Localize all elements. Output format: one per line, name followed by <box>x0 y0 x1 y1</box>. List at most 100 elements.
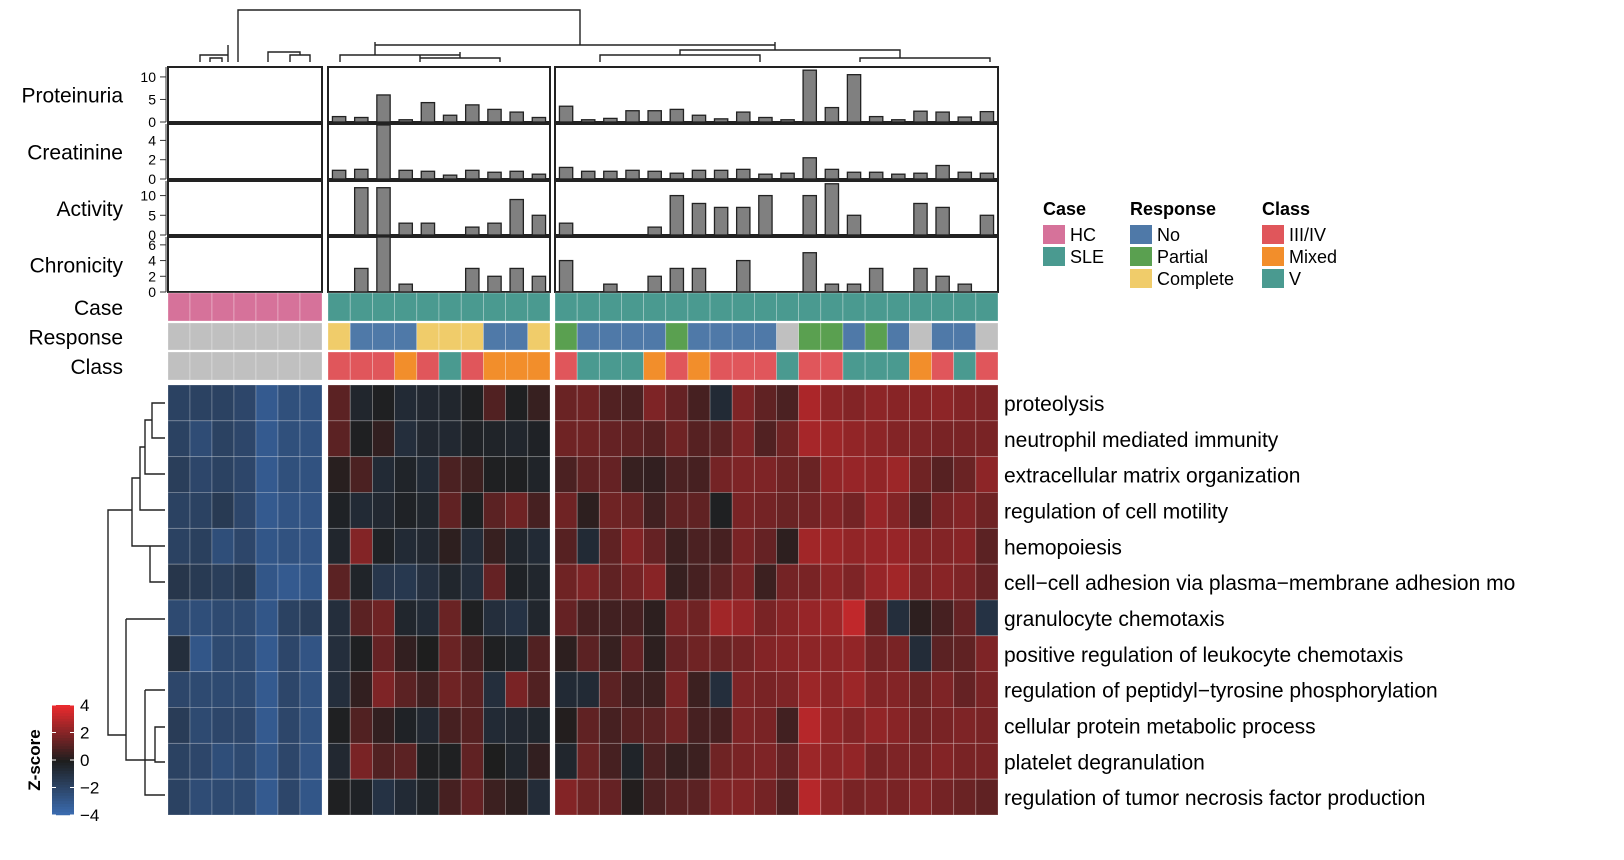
heatmap-cell <box>277 456 301 493</box>
bar-creatinine <box>979 172 995 180</box>
heatmap-cell <box>416 742 440 780</box>
colorbar-segment <box>52 776 74 780</box>
heatmap-cell <box>798 671 822 708</box>
bar-creatinine <box>580 170 596 180</box>
heatmap-cell <box>931 707 955 744</box>
heatmap-cell <box>482 492 506 529</box>
heatmap-cell <box>886 527 910 565</box>
bar-activity <box>735 206 751 236</box>
heatmap-cell <box>731 563 755 601</box>
heatmap-cell <box>277 420 301 458</box>
heatmap-cell <box>505 671 529 708</box>
heatmap-cell <box>798 384 822 422</box>
heatmap-cell <box>753 742 777 780</box>
track-label: Creatinine <box>27 142 123 165</box>
heatmap-cell <box>731 384 755 422</box>
heatmap-cell <box>371 492 395 529</box>
annotation-cell-response <box>709 322 733 351</box>
legend-item-label: No <box>1157 225 1180 245</box>
annotation-cell-case <box>687 292 711 322</box>
heatmap-cell <box>527 635 551 673</box>
row-label: positive regulation of leukocyte chemota… <box>1004 644 1403 667</box>
colorbar-segment <box>52 795 74 799</box>
heatmap-cell <box>416 563 440 601</box>
heatmap-cell <box>665 778 689 816</box>
annotation-cell-response <box>931 322 955 351</box>
colorbar-segment <box>52 718 74 722</box>
heatmap-cell <box>299 492 323 529</box>
bar-proteinuria <box>647 110 662 123</box>
heatmap-cell <box>189 563 213 601</box>
track-panel-border <box>167 236 323 293</box>
heatmap-cell <box>975 778 999 816</box>
heatmap-cell <box>277 707 301 744</box>
heatmap-cell <box>975 384 999 422</box>
heatmap-cell <box>167 671 191 708</box>
heatmap-cell <box>864 456 888 493</box>
heatmap-cell <box>349 707 373 744</box>
heatmap-cell <box>709 420 733 458</box>
heatmap-cell <box>505 420 529 458</box>
bar-activity <box>802 194 818 236</box>
track-panel-border <box>554 123 999 180</box>
annotation-cell-case <box>798 292 822 322</box>
annotation-cell-class <box>598 351 622 381</box>
heatmap-cell <box>299 527 323 565</box>
heatmap-cell <box>527 420 551 458</box>
bar-proteinuria <box>758 116 773 123</box>
heatmap-cell <box>505 707 529 744</box>
annotation-cell-class <box>349 351 373 381</box>
heatmap-cell <box>394 599 418 637</box>
heatmap-cell <box>953 671 977 708</box>
colorbar-tick-label: −2 <box>80 779 99 798</box>
bar-proteinuria <box>376 94 391 123</box>
heatmap-cell <box>842 599 866 637</box>
heatmap-cell <box>438 384 462 422</box>
annotation-cell-class <box>975 351 999 381</box>
heatmap-cell <box>189 599 213 637</box>
heatmap-cell <box>753 384 777 422</box>
heatmap-cell <box>167 527 191 565</box>
heatmap-cell <box>709 742 733 780</box>
annotation-cell-class <box>820 351 844 381</box>
track-panel-border <box>327 236 551 293</box>
heatmap-cell <box>643 492 667 529</box>
heatmap-cell <box>776 599 800 637</box>
colorbar-segment <box>52 804 74 807</box>
row-label: platelet degranulation <box>1004 751 1205 774</box>
bar-proteinuria <box>713 118 729 123</box>
heatmap-cell <box>975 456 999 493</box>
heatmap-cell <box>482 635 506 673</box>
heatmap-cell <box>886 384 910 422</box>
heatmap-cell <box>233 492 257 529</box>
bar-chronicity <box>713 291 729 294</box>
heatmap-cell <box>438 456 462 493</box>
bar-activity <box>957 234 973 237</box>
heatmap-cell <box>527 384 551 422</box>
bar-chronicity <box>442 291 458 294</box>
heatmap-cell <box>731 527 755 565</box>
annotation-cell-response <box>798 322 822 351</box>
heatmap-cell <box>460 563 484 601</box>
bar-chronicity <box>420 291 436 294</box>
heatmap-cell <box>598 599 622 637</box>
annotation-cell-response <box>416 322 440 351</box>
bar-creatinine <box>442 174 458 180</box>
heatmap-cell <box>299 778 323 816</box>
bar-proteinuria <box>487 108 502 123</box>
bar-proteinuria <box>669 108 685 123</box>
bar-activity <box>353 187 369 236</box>
legend-item-label: Complete <box>1157 269 1234 289</box>
colorbar-segment <box>52 765 74 769</box>
heatmap-cell <box>416 635 440 673</box>
annotation-cell-case <box>233 292 257 322</box>
heatmap-cell <box>349 384 373 422</box>
heatmap-cell <box>505 635 529 673</box>
heatmap-cell <box>731 420 755 458</box>
bar-activity <box>979 214 995 236</box>
bar-chronicity <box>376 236 391 293</box>
annotation-cell-case <box>554 292 578 322</box>
heatmap-cell <box>505 563 529 601</box>
heatmap-cell <box>731 671 755 708</box>
heatmap-cell <box>931 384 955 422</box>
